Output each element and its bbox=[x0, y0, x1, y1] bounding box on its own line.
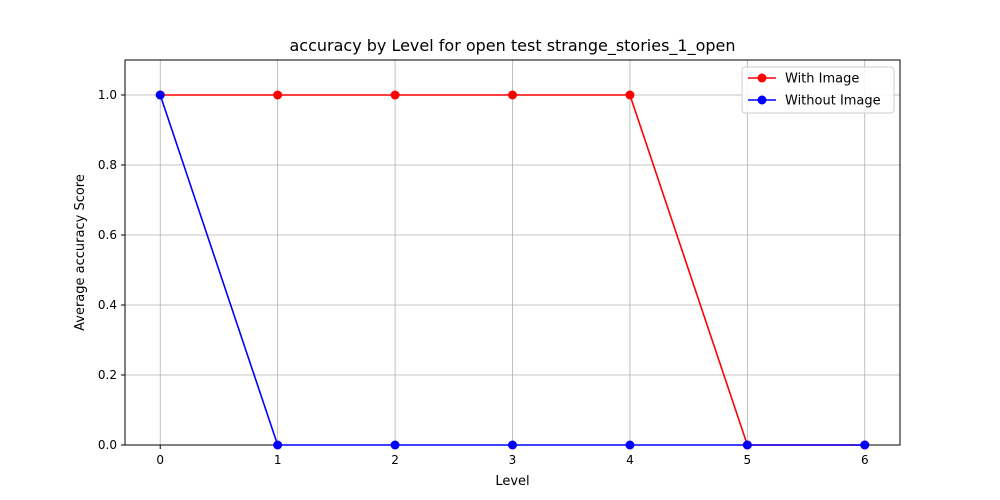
y-axis-label: Average accuracy Score bbox=[73, 174, 88, 331]
x-tick-label: 2 bbox=[391, 453, 399, 467]
y-tick-label: 0.6 bbox=[98, 228, 117, 242]
data-point bbox=[273, 90, 283, 100]
y-tick-label: 0.8 bbox=[98, 158, 117, 172]
data-point bbox=[508, 440, 517, 450]
x-tick-label: 5 bbox=[744, 453, 752, 467]
series-layer bbox=[155, 90, 870, 450]
legend-marker bbox=[757, 95, 767, 105]
legend-marker bbox=[757, 73, 767, 83]
data-point bbox=[742, 440, 752, 450]
y-tick-label: 0.4 bbox=[98, 298, 117, 312]
y-tick-label: 0.2 bbox=[98, 368, 117, 382]
data-point bbox=[625, 440, 635, 450]
x-tick-label: 1 bbox=[274, 453, 282, 467]
y-tick-label: 1.0 bbox=[98, 88, 117, 102]
data-point bbox=[273, 440, 283, 450]
data-point bbox=[508, 90, 517, 100]
x-tick-label: 0 bbox=[156, 453, 164, 467]
data-point bbox=[390, 90, 400, 100]
y-tick-label: 0.0 bbox=[98, 438, 117, 452]
legend-item: With Image bbox=[748, 72, 859, 87]
x-tick-label: 3 bbox=[509, 453, 517, 467]
legend-label: With Image bbox=[785, 72, 859, 87]
legend-box bbox=[741, 66, 895, 114]
x-tick-label: 6 bbox=[861, 453, 869, 467]
legend: With Image Without Image bbox=[741, 66, 895, 114]
legend-label: Without Image bbox=[785, 94, 881, 109]
data-point bbox=[390, 440, 400, 450]
data-point bbox=[860, 440, 870, 450]
data-point bbox=[155, 90, 165, 100]
x-axis-label: Level bbox=[495, 474, 529, 489]
x-tick-label: 4 bbox=[626, 453, 634, 467]
legend-item: Without Image bbox=[748, 94, 881, 109]
data-point bbox=[625, 90, 635, 100]
series-without-image bbox=[155, 90, 870, 450]
chart-title: accuracy by Level for open test strange_… bbox=[289, 36, 735, 56]
